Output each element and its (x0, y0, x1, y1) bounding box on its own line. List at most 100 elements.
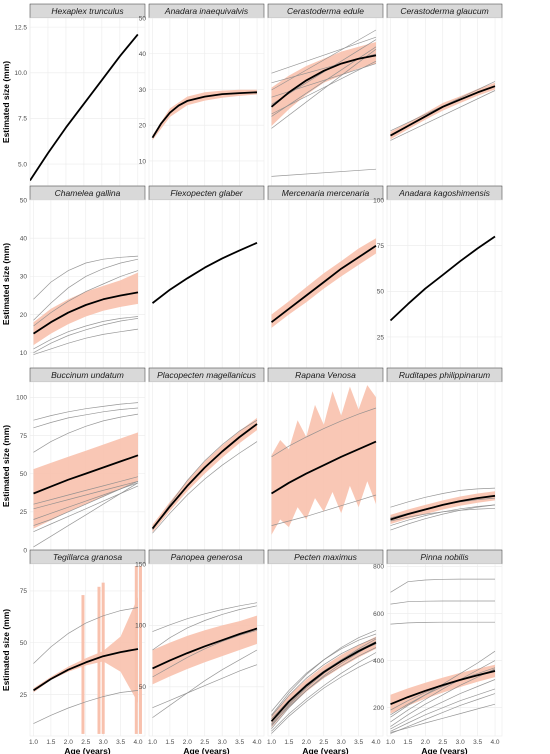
facet-title: Pinna nobilis (420, 552, 469, 562)
y-tick-label: 20 (20, 312, 28, 319)
x-tick-label: 3.0 (218, 739, 227, 746)
confidence-band (152, 417, 257, 533)
y-tick-label: 30 (20, 274, 28, 281)
individual-curve (271, 633, 377, 712)
plot-data (390, 578, 496, 734)
facet-panel: Anadara inaequivalvis 10 20 30 40 50 (139, 3, 265, 187)
x-axis-titles: Age (years) Age (years) Age (years) Age … (64, 746, 467, 754)
plot-data (270, 238, 377, 328)
individual-curve (271, 36, 377, 74)
y-tick-label: 10 (20, 350, 28, 357)
y-tick-label: 200 (373, 705, 384, 712)
facet-panel: Anadara kagoshimensis 25 50 75 100 (373, 185, 503, 369)
y-axis-title: Estimated size (mm) (1, 61, 11, 143)
plot-area (148, 199, 265, 369)
individual-curve (271, 652, 377, 732)
plot-data (270, 629, 377, 734)
facet-title: Mercenaria mercenaria (282, 188, 370, 198)
x-tick-label: 3.5 (116, 739, 125, 746)
y-tick-label: 100 (16, 395, 27, 402)
individual-curve (271, 494, 377, 526)
individual-curve (152, 629, 258, 678)
x-tick-label: 3.0 (99, 739, 108, 746)
individual-curve (33, 402, 139, 421)
gridlines (149, 17, 264, 186)
y-tick-label: 10.0 (14, 70, 27, 77)
x-axis-title: Age (years) (64, 746, 110, 754)
confidence-band (152, 89, 257, 141)
facet-panel: Chamelea gallina 10 20 30 40 50 (20, 185, 146, 369)
facet-title: Buccinum undatum (51, 370, 124, 380)
individual-curve (390, 621, 495, 625)
gridlines (30, 199, 145, 368)
plot-area (386, 563, 503, 737)
facet-panel: Hexaplex trunculus 5.0 7.5 10.0 12.5 (14, 3, 146, 187)
x-tick-label: 2.0 (183, 739, 192, 746)
mean-curve (152, 627, 258, 670)
y-axis-title: Estimated size (mm) (1, 609, 11, 691)
y-tick-label: 5.0 (18, 161, 27, 168)
individual-curve (390, 487, 496, 508)
facet-panel: Panopea generosa 50 100 150 1.0 1.5 2.0 2.5 3.0 3… (135, 549, 265, 746)
individual-curve (33, 318, 139, 354)
individual-curve (33, 413, 139, 453)
mean-curve (270, 54, 377, 108)
facet-title: Anadara inaequivalvis (164, 6, 249, 16)
facet-title: Chamelea gallina (55, 188, 121, 198)
mean-curve (33, 648, 139, 692)
facet-title: Rapana Venosa (295, 370, 356, 380)
individual-curve (390, 660, 496, 723)
facet-panel: Pecten maximus 1.0 1.5 2.0 2.5 3.0 3.5 4.0 (267, 549, 384, 746)
mean-curve (151, 423, 258, 530)
confidence-band (33, 272, 138, 346)
individual-curve (390, 578, 495, 593)
x-tick-label: 1.0 (148, 739, 157, 746)
individual-curve (152, 664, 258, 709)
y-tick-label: 25 (20, 692, 28, 699)
facet-panel: Placopecten magellanicus (148, 367, 265, 551)
gridlines (271, 564, 377, 736)
gridlines (152, 382, 258, 550)
x-tick-label: 4.0 (134, 739, 143, 746)
y-tick-label: 50 (377, 289, 385, 296)
individual-curve (33, 328, 139, 355)
y-axis-titles: Estimated size (mm) Estimated size (mm) … (1, 61, 11, 691)
facet-panel: Mercenaria mercenaria (267, 185, 384, 369)
x-tick-label: 3.5 (473, 739, 482, 746)
individual-curve (33, 480, 139, 510)
individual-curve (33, 270, 139, 327)
y-tick-label: 100 (373, 197, 384, 204)
x-tick-label: 1.0 (29, 739, 38, 746)
y-tick-label: 40 (20, 235, 28, 242)
x-tick-label: 2.5 (81, 739, 90, 746)
y-tick-label: 0 (23, 547, 27, 554)
facet-panel: Cerastoderma glaucum (386, 3, 503, 187)
plot-data (152, 602, 258, 718)
x-tick-label: 4.0 (253, 739, 262, 746)
mean-curve (33, 454, 139, 495)
plot-data (271, 385, 377, 535)
plot-area (29, 17, 146, 187)
facet-title: Hexaplex trunculus (51, 6, 124, 16)
individual-curve (271, 168, 377, 177)
x-tick-label: 2.5 (200, 739, 209, 746)
y-tick-label: 20 (139, 123, 147, 130)
y-tick-label: 75 (20, 588, 28, 595)
y-axis-title: Estimated size (mm) (1, 243, 11, 325)
mean-curve (270, 245, 377, 323)
individual-curve (271, 642, 377, 729)
individual-curve (33, 316, 139, 350)
individual-curve (271, 29, 377, 91)
y-tick-label: 25 (377, 334, 385, 341)
x-tick-label: 1.5 (165, 739, 174, 746)
mean-curve (151, 91, 258, 139)
individual-curve (33, 607, 139, 664)
x-tick-label: 2.5 (438, 739, 447, 746)
y-tick-label: 150 (135, 561, 146, 568)
y-tick-label: 50 (20, 471, 28, 478)
x-tick-label: 2.0 (302, 739, 311, 746)
confidence-band (271, 385, 376, 535)
x-tick-label: 3.5 (354, 739, 363, 746)
x-tick-label: 1.5 (284, 739, 293, 746)
gridlines (29, 18, 145, 186)
